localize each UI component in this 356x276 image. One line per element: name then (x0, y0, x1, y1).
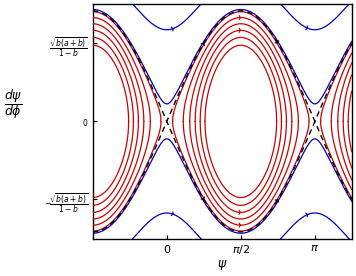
X-axis label: $\psi$: $\psi$ (217, 258, 227, 272)
Y-axis label: $\dfrac{d\psi}{d\phi}$: $\dfrac{d\psi}{d\phi}$ (4, 87, 22, 121)
